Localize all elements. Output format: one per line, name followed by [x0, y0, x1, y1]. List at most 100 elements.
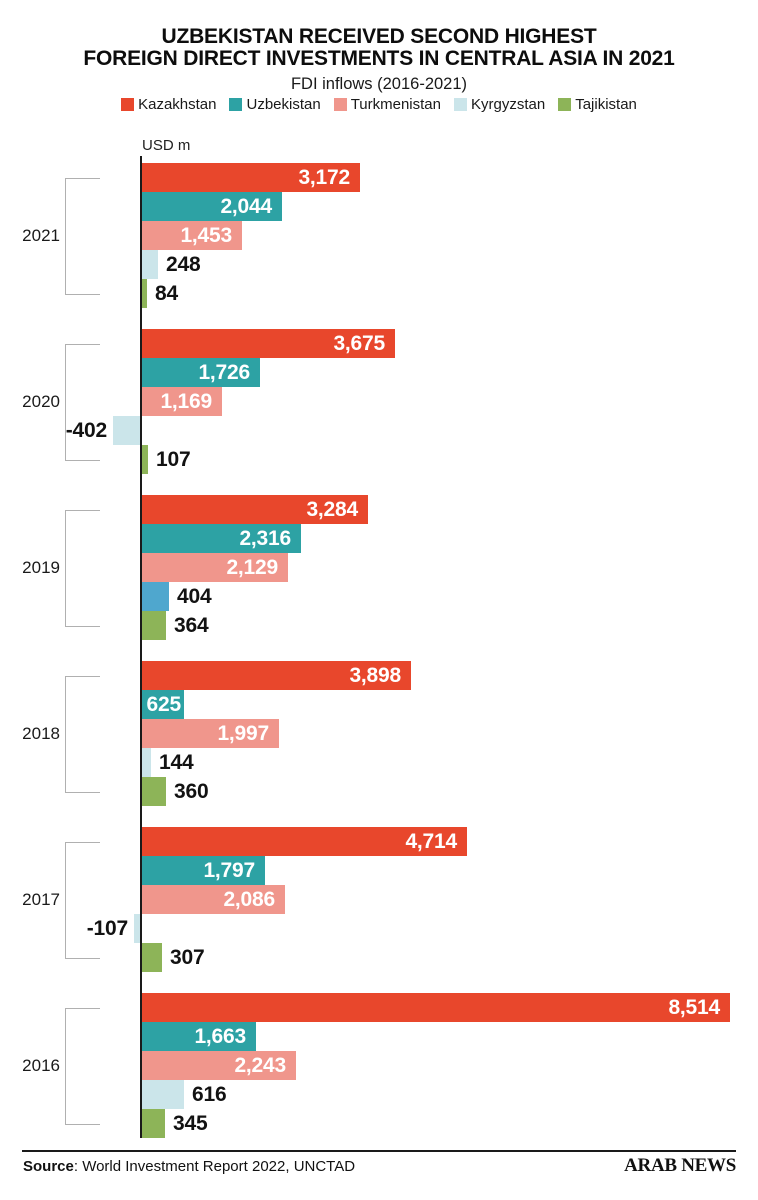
footer-divider — [22, 1150, 736, 1152]
source-label: Source — [23, 1158, 74, 1175]
bar-kazakhstan-2018 — [141, 661, 411, 690]
bar-value-label: 616 — [192, 1082, 227, 1106]
bar-tajikistan-2020 — [141, 445, 148, 474]
bar-uzbekistan-2019 — [141, 524, 301, 553]
bar-value-label: 1,797 — [203, 858, 255, 882]
bar-value-label: 8,514 — [668, 995, 720, 1019]
year-bracket-tick — [65, 459, 100, 461]
bar-turkmenistan-2018 — [141, 719, 279, 748]
bar-value-label: 248 — [166, 252, 201, 276]
legend-label: Tajikistan — [575, 96, 637, 113]
bar-kazakhstan-2020 — [141, 329, 395, 358]
bar-kyrgyzstan-2018 — [141, 748, 151, 777]
legend-color-chip — [121, 98, 135, 111]
bar-value-label: 360 — [174, 779, 209, 803]
bar-tajikistan-2021 — [141, 279, 147, 308]
year-bracket-tick — [65, 509, 100, 511]
year-bracket-tick — [65, 293, 100, 295]
year-group-2018: 2018 3,898 625 1,997 144 360 — [0, 661, 758, 806]
bar-value-label: 2,316 — [239, 526, 291, 550]
bar-value-label: 364 — [174, 613, 209, 637]
bar-kyrgyzstan-2017 — [134, 914, 141, 943]
bar-turkmenistan-2016 — [141, 1051, 296, 1080]
legend-label: Kazakhstan — [138, 96, 217, 113]
bar-kyrgyzstan-2020 — [113, 416, 141, 445]
legend-item-kyrgyzstan: Kyrgyzstan — [454, 96, 545, 113]
bar-turkmenistan-2017 — [141, 885, 285, 914]
bar-value-label: 404 — [177, 584, 212, 608]
year-group-2017: 2017 4,714 1,797 2,086 -107 307 — [0, 827, 758, 972]
bar-uzbekistan-2017 — [141, 856, 265, 885]
year-bracket-line — [65, 1007, 66, 1124]
bar-value-label: 4,714 — [405, 829, 457, 853]
year-bracket-tick — [65, 957, 100, 959]
bar-value-label: 2,044 — [220, 194, 272, 218]
year-bracket-tick — [65, 177, 100, 179]
bar-value-label: 345 — [173, 1111, 208, 1135]
bar-value-label: 3,172 — [298, 165, 350, 189]
bar-turkmenistan-2020 — [141, 387, 222, 416]
bar-tajikistan-2017 — [141, 943, 162, 972]
bar-value-label: 3,898 — [349, 663, 401, 687]
legend-label: Turkmenistan — [350, 96, 441, 113]
bar-uzbekistan-2020 — [141, 358, 260, 387]
year-label-2021: 2021 — [22, 225, 60, 245]
year-bracket-tick — [65, 625, 100, 627]
bar-value-label: 1,663 — [194, 1024, 246, 1048]
bar-uzbekistan-2018 — [141, 690, 184, 719]
bar-value-label: 2,129 — [226, 555, 278, 579]
bar-value-label: 307 — [170, 945, 205, 969]
bar-kyrgyzstan-2019 — [141, 582, 169, 611]
bar-kyrgyzstan-2021 — [141, 250, 158, 279]
legend-color-chip — [454, 98, 467, 111]
bar-kazakhstan-2016 — [141, 993, 730, 1022]
legend-color-chip — [229, 98, 243, 111]
bar-tajikistan-2018 — [141, 777, 166, 806]
source-note: Source: World Investment Report 2022, UN… — [23, 1158, 355, 1175]
bar-kazakhstan-2019 — [141, 495, 368, 524]
legend-item-tajikistan: Tajikistan — [558, 96, 637, 113]
year-group-2019: 2019 3,284 2,316 2,129 404 364 — [0, 495, 758, 640]
bar-value-label: 2,086 — [223, 887, 275, 911]
bar-tajikistan-2019 — [141, 611, 166, 640]
year-label-2019: 2019 — [22, 557, 60, 577]
bar-value-label: 107 — [156, 447, 191, 471]
bar-kazakhstan-2017 — [141, 827, 467, 856]
legend-item-turkmenistan: Turkmenistan — [333, 96, 441, 113]
year-label-2016: 2016 — [22, 1055, 60, 1075]
year-label-2018: 2018 — [22, 723, 60, 743]
year-group-2016: 2016 8,514 1,663 2,243 616 345 — [0, 993, 758, 1138]
chart-title-line1: UZBEKISTAN RECEIVED SECOND HIGHEST — [161, 25, 597, 48]
year-group-2021: 2021 3,172 2,044 1,453 248 84 — [0, 163, 758, 308]
bar-turkmenistan-2019 — [141, 553, 288, 582]
bar-value-label: 1,169 — [160, 389, 212, 413]
year-label-2017: 2017 — [22, 889, 60, 909]
year-bracket-tick — [65, 675, 100, 677]
legend-color-chip — [558, 98, 572, 111]
legend-item-kazakhstan: Kazakhstan — [121, 96, 216, 113]
bar-value-label: 3,284 — [306, 497, 358, 521]
bar-value-label: 1,453 — [180, 223, 232, 247]
bar-uzbekistan-2021 — [141, 192, 282, 221]
legend-item-uzbekistan: Uzbekistan — [229, 96, 321, 113]
year-bracket-tick — [65, 343, 100, 345]
source-text: : World Investment Report 2022, UNCTAD — [73, 1158, 356, 1175]
chart-title-line2: FOREIGN DIRECT INVESTMENTS IN CENTRAL AS… — [83, 47, 675, 70]
year-bracket-line — [65, 343, 66, 460]
year-bracket-tick — [65, 791, 100, 793]
arab-news-logo: ARAB NEWS — [624, 1155, 736, 1176]
chart-title: UZBEKISTAN RECEIVED SECOND HIGHEST FOREI… — [0, 26, 758, 70]
legend-color-chip — [333, 98, 347, 111]
year-bracket-tick — [65, 1123, 100, 1125]
bar-tajikistan-2016 — [141, 1109, 165, 1138]
bar-value-label: 1,997 — [217, 721, 269, 745]
bar-kazakhstan-2021 — [141, 163, 360, 192]
bar-value-label: 2,243 — [234, 1053, 286, 1077]
bar-value-label: 625 — [146, 692, 182, 716]
bar-kyrgyzstan-2016 — [141, 1080, 184, 1109]
bar-value-label: 144 — [159, 750, 194, 774]
bar-value-label: 84 — [155, 281, 178, 305]
bar-uzbekistan-2016 — [141, 1022, 256, 1051]
year-bracket-line — [65, 841, 66, 958]
